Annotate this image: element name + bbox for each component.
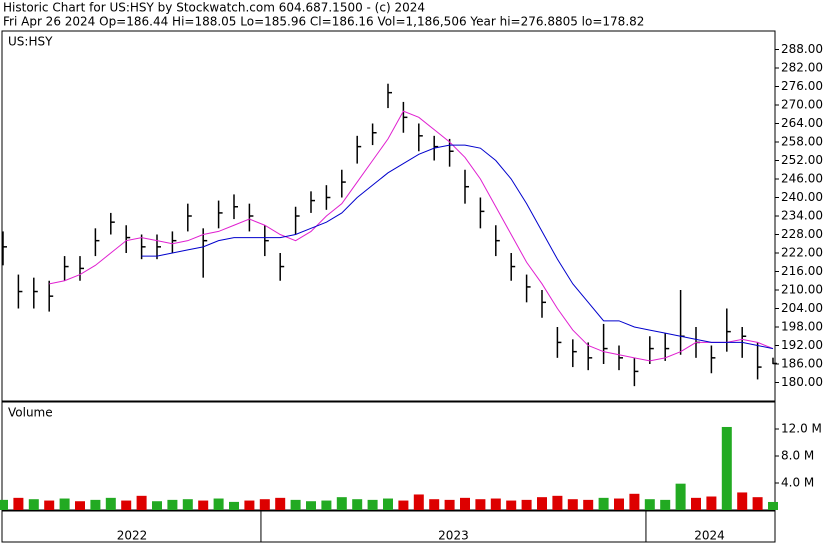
volume-bar — [629, 493, 640, 510]
volume-bar — [413, 494, 424, 510]
y-tick-label: 12.0 M — [781, 422, 822, 436]
volume-bar — [321, 500, 332, 510]
x-tick-label: 2023 — [438, 529, 469, 543]
volume-bar — [737, 492, 748, 510]
volume-bar — [352, 499, 363, 510]
volume-bar — [429, 499, 440, 510]
volume-bar — [152, 501, 162, 510]
volume-bar — [475, 499, 486, 510]
volume-bar — [660, 499, 671, 510]
volume-bar — [598, 497, 609, 510]
volume-bar — [75, 501, 85, 510]
volume-bar — [244, 500, 255, 510]
volume-bar — [275, 497, 286, 510]
volume-bar — [182, 499, 193, 510]
volume-bar — [306, 501, 316, 510]
volume-bar — [229, 501, 239, 510]
volume-title: Volume — [8, 406, 53, 420]
volume-bar — [13, 497, 24, 510]
volume-bar — [706, 496, 717, 510]
y-tick-label: 258.00 — [781, 135, 823, 149]
volume-bar — [136, 495, 147, 510]
y-tick-label: 204.00 — [781, 301, 823, 315]
x-tick-label: 2024 — [694, 529, 725, 543]
volume-bar — [537, 497, 547, 510]
y-tick-label: 282.00 — [781, 61, 823, 75]
y-tick-label: 246.00 — [781, 172, 823, 186]
y-tick-label: 270.00 — [781, 98, 823, 112]
volume-bar — [213, 498, 224, 510]
volume-bar — [367, 499, 378, 510]
volume-bar — [644, 499, 655, 510]
volume-bar — [167, 499, 178, 510]
volume-bar — [28, 499, 39, 510]
volume-bar — [552, 495, 563, 510]
x-tick-label: 2022 — [117, 529, 148, 543]
volume-bar — [583, 499, 594, 510]
volume-bar — [752, 497, 763, 510]
volume-bar — [59, 498, 70, 510]
volume-bar — [768, 501, 778, 510]
moving-average — [141, 144, 774, 350]
volume-bar — [490, 498, 501, 510]
volume-bar — [691, 497, 701, 510]
volume-bar — [721, 426, 732, 510]
y-tick-label: 192.00 — [781, 338, 823, 352]
volume-bar — [675, 483, 686, 510]
y-tick-label: 288.00 — [781, 42, 823, 56]
y-tick-label: 8.0 M — [781, 449, 814, 463]
volume-bar — [336, 497, 347, 510]
volume-bar — [506, 500, 517, 510]
volume-bar — [121, 500, 132, 510]
volume-bar — [567, 499, 578, 510]
volume-bar — [460, 497, 470, 510]
volume-bar — [198, 500, 209, 510]
volume-bar — [0, 499, 8, 510]
y-tick-label: 276.00 — [781, 79, 823, 93]
y-tick-label: 222.00 — [781, 246, 823, 260]
y-tick-label: 210.00 — [781, 283, 823, 297]
y-tick-label: 252.00 — [781, 153, 823, 167]
y-tick-label: 234.00 — [781, 209, 823, 223]
y-tick-label: 186.00 — [781, 357, 823, 371]
time-axis — [1, 510, 776, 543]
y-tick-label: 198.00 — [781, 320, 823, 334]
volume-bar — [90, 499, 101, 510]
volume-bar — [44, 500, 55, 510]
volume-bar — [614, 498, 624, 510]
header-quote: Fri Apr 26 2024 Op=186.44 Hi=188.05 Lo=1… — [3, 15, 644, 29]
volume-bar — [444, 499, 455, 510]
volume-bar — [398, 500, 409, 510]
header-title: Historic Chart for US:HSY by Stockwatch.… — [3, 1, 425, 15]
volume-bar — [521, 499, 532, 510]
moving-average — [49, 110, 774, 362]
y-tick-label: 240.00 — [781, 190, 823, 204]
y-tick-label: 264.00 — [781, 116, 823, 130]
y-tick-label: 228.00 — [781, 227, 823, 241]
symbol: US:HSY — [8, 35, 53, 49]
volume-bar — [290, 499, 301, 510]
volume-bar — [383, 498, 393, 510]
y-tick-label: 180.00 — [781, 375, 823, 389]
volume-bar — [259, 499, 270, 510]
volume-bar — [105, 497, 116, 510]
y-tick-label: 216.00 — [781, 264, 823, 278]
y-tick-label: 4.0 M — [781, 476, 814, 490]
